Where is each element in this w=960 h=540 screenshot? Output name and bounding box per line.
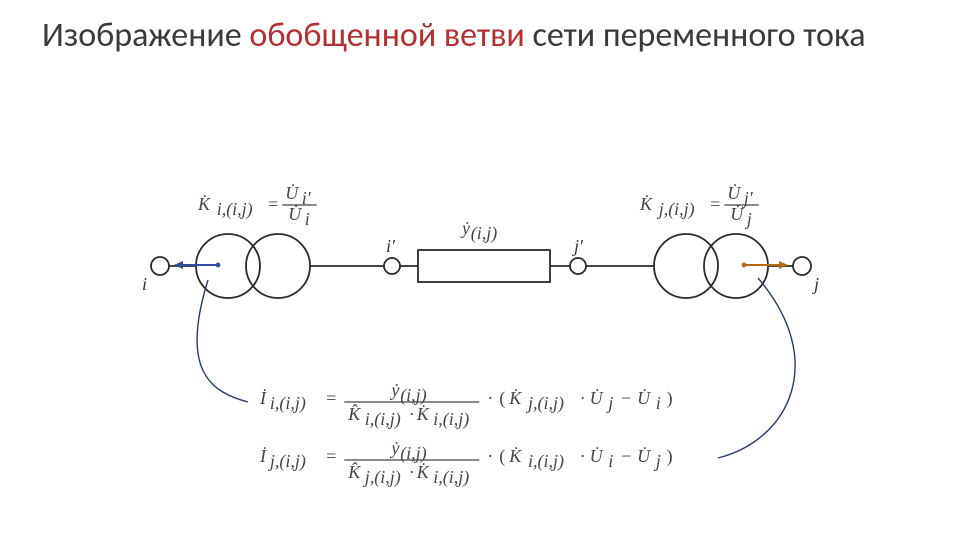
svg-text:(i,j): (i,j) <box>400 385 427 406</box>
svg-text:): ) <box>667 388 673 409</box>
equation-I-i: İi,(i,j)=ẏ(i,j)K̂i,(i,j)·K̇i,(i,j)·(K̇j,… <box>259 380 673 430</box>
node-j: j <box>793 257 819 294</box>
svg-text:K̂: K̂ <box>347 462 361 482</box>
svg-text:U̇: U̇ <box>288 203 302 224</box>
svg-text:K̇: K̇ <box>508 387 522 408</box>
svg-text:i,(i,j): i,(i,j) <box>528 451 564 472</box>
equation-K-right: K̇j,(i,j)=U̇j′U̇j <box>639 182 759 229</box>
svg-text:·: · <box>409 462 415 482</box>
svg-text:i: i <box>305 209 310 229</box>
node-j-prime: j′ <box>570 236 586 274</box>
admittance-box <box>418 250 550 282</box>
svg-text:K̇: K̇ <box>508 445 522 466</box>
svg-text:j,(i,j): j,(i,j) <box>526 393 564 414</box>
admittance-label: ẏ(i,j) <box>460 218 497 244</box>
svg-text:j: j <box>606 393 613 413</box>
svg-text:j: j <box>812 274 819 294</box>
svg-text:i,(i,j): i,(i,j) <box>433 467 469 488</box>
node-i: i <box>142 257 169 294</box>
current-arrow-j <box>742 261 788 269</box>
svg-text:K̂: K̂ <box>347 404 361 424</box>
svg-text:U̇: U̇ <box>590 387 604 408</box>
svg-text:ẏ: ẏ <box>389 438 400 458</box>
svg-text:(: ( <box>499 388 505 409</box>
diagram-canvas: i j i′ j′ K̇i,(i,j)=U̇i′U̇i K̇j,(i,j)=U̇… <box>0 0 960 540</box>
svg-text:i: i <box>608 451 613 471</box>
svg-text:=: = <box>326 446 336 466</box>
svg-text:K̇: K̇ <box>416 461 430 482</box>
svg-text:K̇: K̇ <box>416 403 430 424</box>
svg-text:U̇: U̇ <box>637 387 651 408</box>
svg-text:=: = <box>710 194 720 214</box>
svg-text:−: − <box>621 388 631 408</box>
svg-text:i,(i,j): i,(i,j) <box>217 199 253 220</box>
svg-text:i,(i,j): i,(i,j) <box>270 393 306 414</box>
svg-text:U̇: U̇ <box>730 203 744 224</box>
svg-text:i: i <box>656 393 661 413</box>
svg-text:ẏ: ẏ <box>389 380 400 400</box>
svg-text:İ: İ <box>259 446 267 466</box>
svg-text:K̇: K̇ <box>197 193 211 214</box>
svg-text:j,(i,j): j,(i,j) <box>363 467 401 488</box>
svg-text:U̇: U̇ <box>590 445 604 466</box>
svg-text:i′: i′ <box>386 236 396 256</box>
svg-text:i,(i,j): i,(i,j) <box>365 409 401 430</box>
svg-text:j,(i,j): j,(i,j) <box>268 451 306 472</box>
svg-text:j,(i,j): j,(i,j) <box>657 199 695 220</box>
svg-text:U̇: U̇ <box>637 445 651 466</box>
svg-text:·: · <box>409 404 415 424</box>
indicator-curves <box>197 278 795 458</box>
svg-text:=: = <box>326 388 336 408</box>
svg-text:·: · <box>580 446 586 466</box>
node-i-prime: i′ <box>384 236 400 274</box>
svg-text:K̇: K̇ <box>639 193 653 214</box>
svg-text:U̇: U̇ <box>285 182 299 203</box>
svg-text:−: − <box>621 446 631 466</box>
svg-text:·: · <box>487 388 493 408</box>
svg-text:i,(i,j): i,(i,j) <box>433 409 469 430</box>
current-arrow-i <box>174 261 220 269</box>
svg-text:j: j <box>654 451 661 471</box>
equation-I-j: İj,(i,j)=ẏ(i,j)K̂j,(i,j)·K̇i,(i,j)·(K̇i,… <box>259 438 673 488</box>
svg-text:j′: j′ <box>572 236 584 256</box>
svg-text:U̇: U̇ <box>727 182 741 203</box>
svg-text:j: j <box>745 209 752 229</box>
svg-text:·: · <box>487 446 493 466</box>
svg-text:(i,j): (i,j) <box>400 443 427 464</box>
svg-text:ẏ: ẏ <box>460 218 471 238</box>
svg-text:İ: İ <box>259 388 267 408</box>
svg-text:·: · <box>580 388 586 408</box>
svg-text:): ) <box>667 446 673 467</box>
equation-K-left: K̇i,(i,j)=U̇i′U̇i <box>197 182 317 229</box>
svg-text:(: ( <box>499 446 505 467</box>
svg-text:i: i <box>142 274 147 294</box>
svg-text:(i,j): (i,j) <box>471 223 498 244</box>
svg-text:=: = <box>268 194 278 214</box>
